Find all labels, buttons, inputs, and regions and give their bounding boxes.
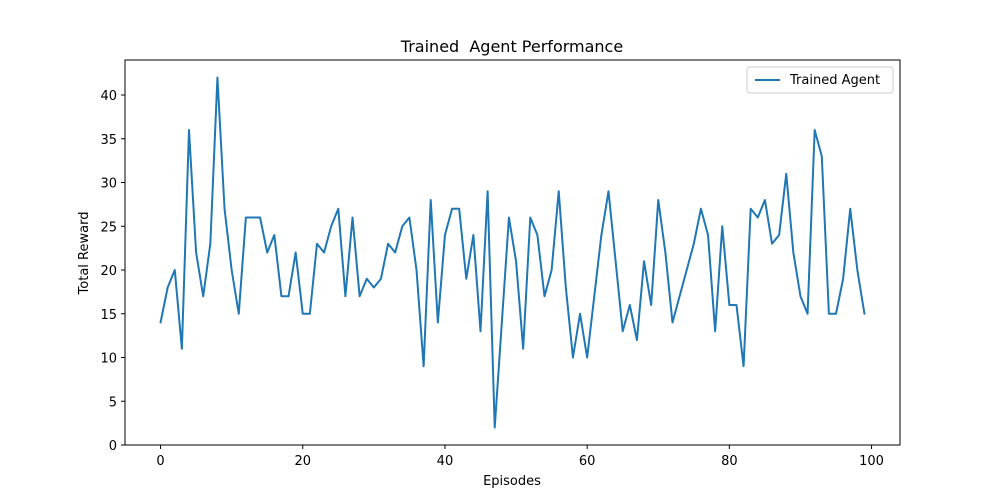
chart-title: Trained Agent Performance xyxy=(400,37,623,56)
legend-label: Trained Agent xyxy=(789,73,880,88)
y-tick-label: 10 xyxy=(100,352,117,367)
x-tick-label: 80 xyxy=(721,454,738,469)
y-axis-label: Total Reward xyxy=(77,212,92,296)
y-tick-label: 30 xyxy=(100,177,117,192)
x-tick-label: 0 xyxy=(156,454,164,469)
y-tick-label: 35 xyxy=(100,133,117,148)
y-tick-label: 20 xyxy=(100,264,117,279)
y-tick-label: 0 xyxy=(109,439,117,454)
y-axis-ticks: 0 5 10 15 20 25 30 35 40 xyxy=(100,89,125,454)
y-tick-label: 15 xyxy=(100,308,117,323)
x-axis-ticks: 0 20 40 60 80 100 xyxy=(156,445,884,469)
y-tick-label: 40 xyxy=(100,89,117,104)
x-axis-label: Episodes xyxy=(483,474,541,489)
x-tick-label: 40 xyxy=(437,454,454,469)
legend: Trained Agent xyxy=(746,66,894,94)
y-tick-label: 25 xyxy=(100,220,117,235)
series-line-trained-agent xyxy=(159,76,866,429)
legend-box xyxy=(746,66,894,94)
series-group xyxy=(159,76,866,429)
x-tick-label: 20 xyxy=(294,454,311,469)
x-tick-label: 60 xyxy=(579,454,596,469)
plot-area-frame xyxy=(124,59,901,446)
y-tick-label: 5 xyxy=(109,395,117,410)
x-tick-label: 100 xyxy=(859,454,884,469)
